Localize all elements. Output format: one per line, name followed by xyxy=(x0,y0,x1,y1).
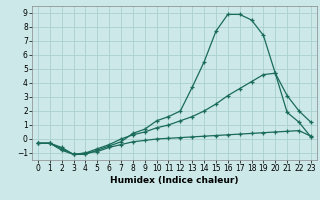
X-axis label: Humidex (Indice chaleur): Humidex (Indice chaleur) xyxy=(110,176,239,185)
